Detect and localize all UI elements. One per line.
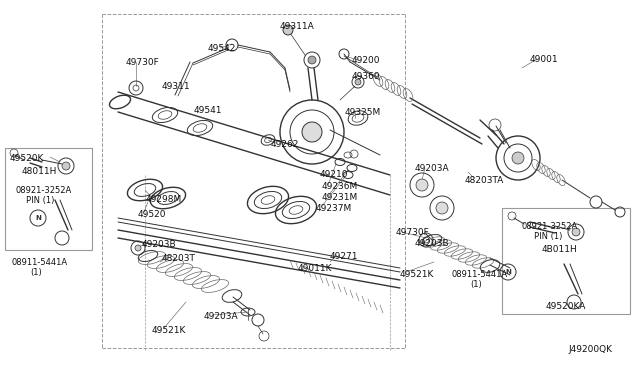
Text: 49200: 49200 bbox=[352, 56, 381, 65]
Circle shape bbox=[283, 25, 293, 35]
Text: 49203B: 49203B bbox=[142, 240, 177, 249]
Bar bbox=[502, 208, 630, 314]
Text: PIN (1): PIN (1) bbox=[534, 232, 563, 241]
Text: (1): (1) bbox=[470, 280, 482, 289]
Text: 49262: 49262 bbox=[271, 140, 300, 149]
Text: 49271: 49271 bbox=[330, 252, 358, 261]
Text: 49237M: 49237M bbox=[316, 204, 352, 213]
Text: 49520K: 49520K bbox=[10, 154, 44, 163]
Text: 49231M: 49231M bbox=[322, 193, 358, 202]
Text: 49236M: 49236M bbox=[322, 182, 358, 191]
Text: 49520: 49520 bbox=[138, 210, 166, 219]
Circle shape bbox=[512, 152, 524, 164]
Text: 49541: 49541 bbox=[194, 106, 223, 115]
Text: 49369: 49369 bbox=[352, 72, 381, 81]
Circle shape bbox=[355, 79, 361, 85]
Circle shape bbox=[308, 56, 316, 64]
Text: 48011H: 48011H bbox=[22, 167, 58, 176]
Circle shape bbox=[62, 162, 70, 170]
Circle shape bbox=[416, 179, 428, 191]
Text: N: N bbox=[505, 269, 511, 275]
Circle shape bbox=[135, 245, 141, 251]
Circle shape bbox=[572, 228, 580, 236]
Text: 49521K: 49521K bbox=[400, 270, 435, 279]
Text: N: N bbox=[35, 215, 41, 221]
Circle shape bbox=[302, 122, 322, 142]
Text: 49298M: 49298M bbox=[146, 195, 182, 204]
Text: PIN (1): PIN (1) bbox=[26, 196, 54, 205]
Text: 49210: 49210 bbox=[320, 170, 349, 179]
Text: 49011K: 49011K bbox=[298, 264, 333, 273]
Text: 49203A: 49203A bbox=[204, 312, 239, 321]
Text: 49542: 49542 bbox=[208, 44, 236, 53]
Text: 49203B: 49203B bbox=[415, 239, 450, 248]
Text: 48203T: 48203T bbox=[162, 254, 196, 263]
Circle shape bbox=[436, 202, 448, 214]
Text: 49311: 49311 bbox=[162, 82, 191, 91]
Text: 49325M: 49325M bbox=[345, 108, 381, 117]
Text: 49730F: 49730F bbox=[126, 58, 160, 67]
Text: 08911-5441A: 08911-5441A bbox=[452, 270, 508, 279]
Text: 4B011H: 4B011H bbox=[542, 245, 578, 254]
Text: (1): (1) bbox=[30, 268, 42, 277]
Text: 49311A: 49311A bbox=[280, 22, 315, 31]
Bar bbox=[5, 148, 92, 250]
Text: 49001: 49001 bbox=[530, 55, 559, 64]
Text: 49521K: 49521K bbox=[152, 326, 186, 335]
Text: 08911-5441A: 08911-5441A bbox=[12, 258, 68, 267]
Text: 48203TA: 48203TA bbox=[465, 176, 504, 185]
Text: 08921-3252A: 08921-3252A bbox=[522, 222, 579, 231]
Text: 49203A: 49203A bbox=[415, 164, 450, 173]
Text: 49730F: 49730F bbox=[396, 228, 429, 237]
Text: J49200QK: J49200QK bbox=[568, 345, 612, 354]
Text: 08921-3252A: 08921-3252A bbox=[16, 186, 72, 195]
Text: 49520KA: 49520KA bbox=[546, 302, 586, 311]
